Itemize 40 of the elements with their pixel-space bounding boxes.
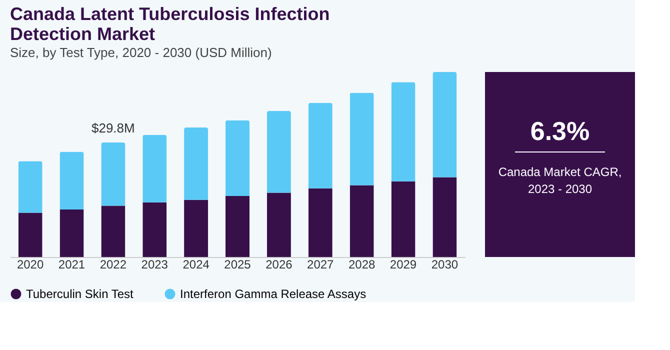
bar [432, 72, 457, 178]
bar [184, 128, 208, 200]
bar [308, 188, 332, 257]
bar [225, 120, 250, 196]
bar [142, 134, 167, 202]
x-tick-label: 2020 [16, 258, 44, 272]
x-tick-label: 2027 [307, 258, 334, 272]
x-tick-label: 2022 [100, 258, 127, 272]
bar [60, 209, 84, 257]
bar [391, 82, 416, 182]
bar [308, 102, 332, 188]
x-tick-label: 2024 [182, 258, 210, 272]
x-tick-label: 2028 [348, 258, 376, 272]
x-tick-label: 2030 [431, 258, 458, 272]
bar [350, 92, 374, 186]
bar [432, 177, 457, 257]
bar [350, 185, 374, 257]
bar [142, 202, 167, 257]
bar [101, 142, 126, 206]
chart-title: Canada Latent Tuberculosis Infection Detection Market [10, 4, 330, 44]
bar [184, 200, 208, 257]
x-tick-label: 2026 [266, 258, 293, 272]
text: Canada Market CAGR, 2023 - 2030 [498, 165, 622, 196]
legend-label: Interferon Gamma Release Assays [180, 287, 366, 301]
bar [391, 181, 416, 257]
bar [60, 152, 84, 210]
x-tick-label: 2029 [390, 258, 417, 272]
bar [101, 206, 126, 257]
chart-subtitle: Size, by Test Type, 2020 - 2030 (USD Million) [10, 45, 272, 60]
bar [266, 192, 291, 257]
bar [266, 111, 291, 193]
x-tick-label: 2023 [141, 258, 168, 272]
text: 6.3% [530, 116, 590, 146]
bar [18, 161, 42, 213]
x-tick-label: 2025 [224, 258, 252, 272]
legend-label: Tuberculin Skin Test [26, 287, 134, 301]
x-tick-label: 2021 [58, 258, 86, 272]
bar [18, 212, 42, 257]
bar [225, 196, 250, 257]
annotation: $29.8M [91, 120, 135, 136]
